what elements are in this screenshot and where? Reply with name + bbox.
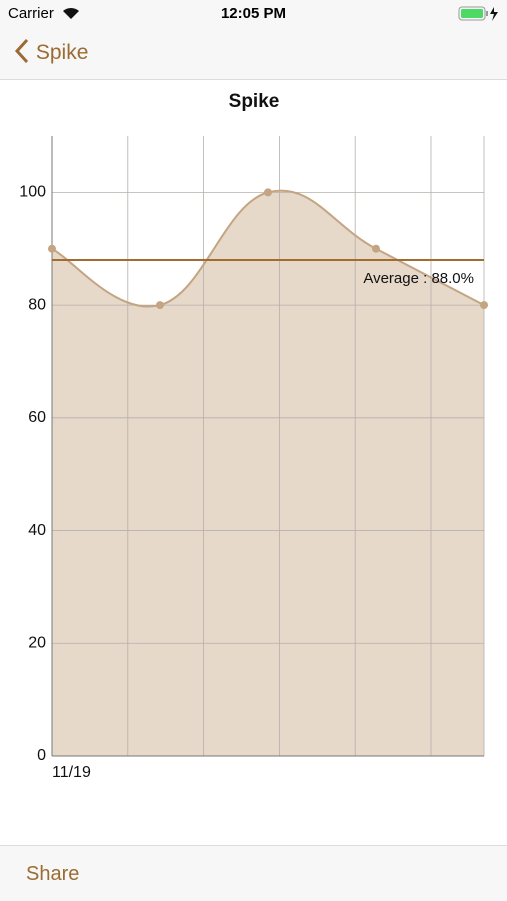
back-button[interactable]: Spike — [14, 38, 88, 65]
x-tick-label: 11/19 — [52, 764, 91, 781]
point — [156, 301, 164, 310]
point — [372, 244, 380, 253]
y-tick-label: 100 — [19, 184, 46, 201]
point — [264, 188, 272, 197]
back-label: Spike — [35, 41, 89, 64]
y-tick-label: 60 — [28, 409, 46, 426]
wifi-icon — [63, 7, 79, 19]
toolbar: Share — [0, 845, 507, 901]
average-label: Average : 88.0% — [363, 270, 474, 287]
time: 12:05 PM — [220, 5, 287, 22]
nav-bar: Spike — [0, 28, 507, 80]
area-fill — [52, 190, 484, 757]
point — [48, 244, 56, 253]
y-tick-label: 0 — [37, 747, 46, 764]
point — [480, 301, 488, 310]
back-chevron — [14, 38, 29, 64]
chart: Spike 0 20 40 60 80 100 11/19 Average : 88.0% — [19, 91, 488, 781]
y-tick-label: 40 — [28, 522, 46, 539]
battery-icon — [458, 6, 498, 21]
y-tick-label: 80 — [28, 296, 46, 313]
y-tick-label: 20 — [28, 634, 46, 651]
status-bar: Carrier 12:05 PM — [0, 0, 507, 28]
share-button[interactable]: Share — [26, 863, 80, 885]
carrier: Carrier — [8, 5, 54, 22]
chart-title: Spike — [229, 91, 280, 112]
